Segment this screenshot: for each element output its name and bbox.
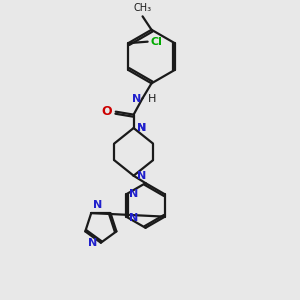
Text: H: H <box>148 94 156 104</box>
Text: O: O <box>101 105 112 118</box>
Text: N: N <box>132 94 141 104</box>
Text: CH₃: CH₃ <box>134 3 152 14</box>
Text: N: N <box>137 123 146 133</box>
Text: N: N <box>137 123 146 133</box>
Text: N: N <box>129 213 138 223</box>
Text: Cl: Cl <box>150 37 162 47</box>
Text: N: N <box>88 238 97 248</box>
Text: N: N <box>129 189 138 199</box>
Text: N: N <box>137 171 146 181</box>
Text: N: N <box>93 200 102 210</box>
